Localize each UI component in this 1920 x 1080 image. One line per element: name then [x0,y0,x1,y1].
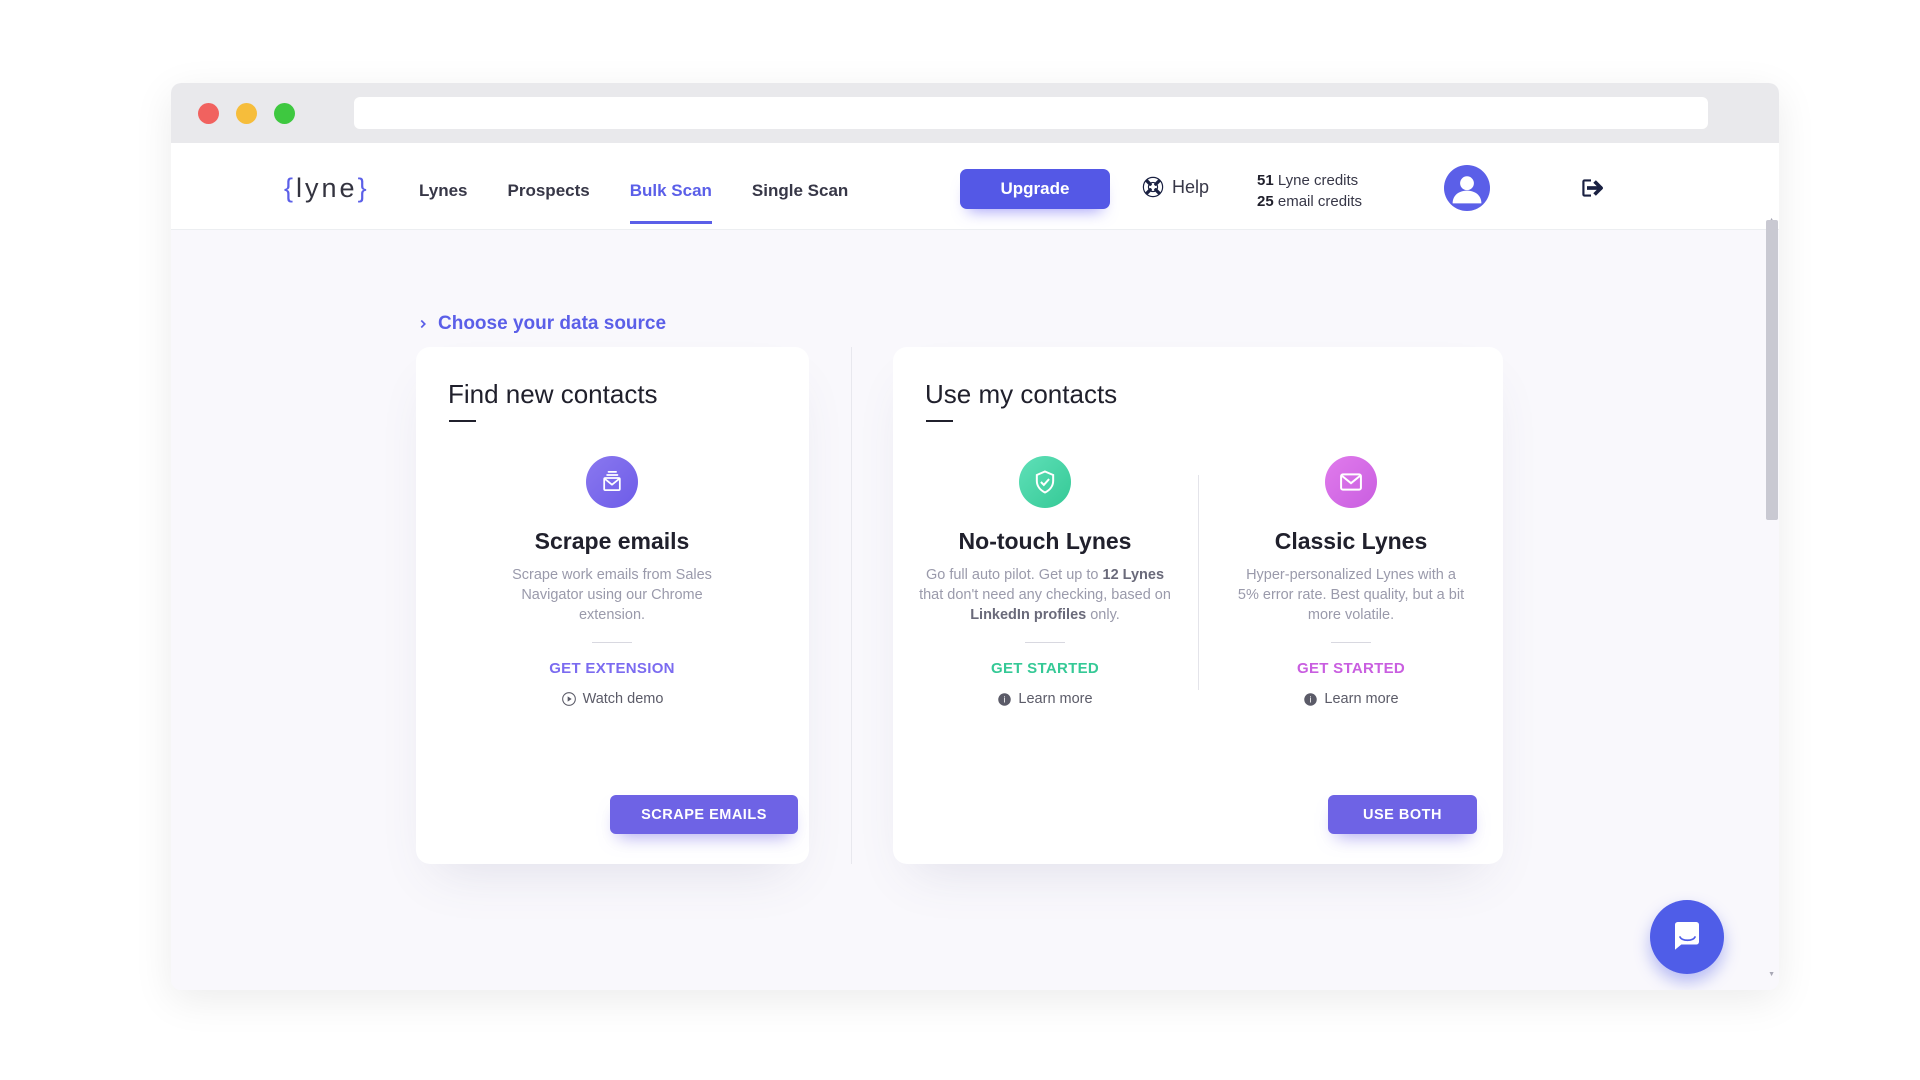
svg-text:i: i [1004,694,1006,704]
svg-text:i: i [1310,694,1312,704]
